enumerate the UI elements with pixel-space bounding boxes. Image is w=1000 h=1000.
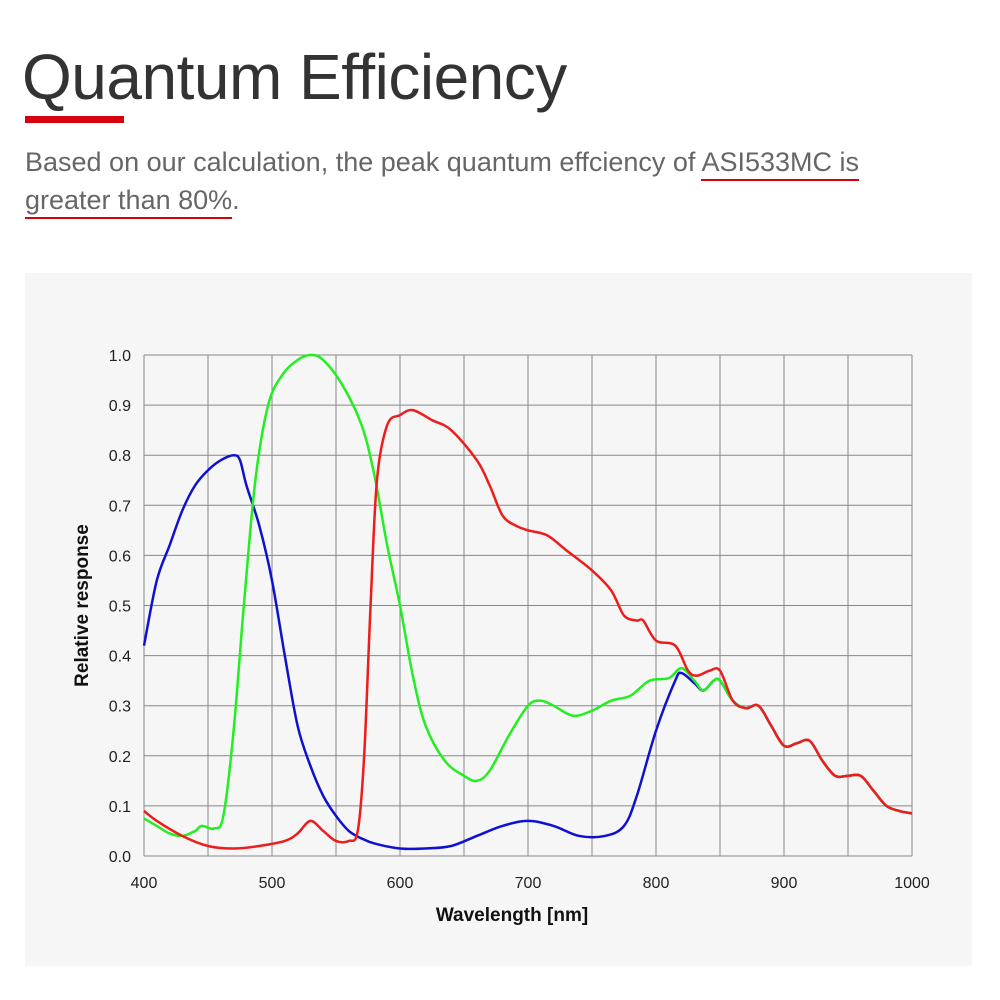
x-tick-label: 400	[131, 875, 158, 892]
desc-highlight-value: greater than 80%	[25, 185, 233, 219]
desc-text: Based on our calculation, the peak quant…	[25, 147, 702, 177]
series-line-red	[143, 408, 913, 850]
y-axis-label: Relative response	[72, 524, 93, 687]
chart-panel	[25, 273, 972, 966]
y-tick-label: 0.0	[109, 849, 131, 866]
y-tick-label: 0.5	[109, 599, 131, 616]
y-tick-label: 0.7	[109, 498, 131, 515]
y-tick-label: 0.4	[109, 649, 131, 666]
y-tick-label: 0.6	[109, 548, 131, 565]
desc-period: .	[232, 185, 240, 215]
x-tick-label: 700	[515, 875, 542, 892]
y-tick-label: 0.1	[109, 799, 131, 816]
page-title: Quantum Efficiency	[22, 41, 567, 113]
x-tick-label: 1000	[894, 875, 930, 892]
y-tick-label: 0.2	[109, 749, 131, 766]
title-underline	[25, 116, 124, 123]
x-tick-label: 600	[387, 875, 414, 892]
x-axis-label: Wavelength [nm]	[436, 905, 588, 926]
x-tick-label: 800	[643, 875, 670, 892]
x-tick-label: 900	[771, 875, 798, 892]
y-tick-label: 0.9	[109, 398, 131, 415]
desc-highlight-model: ASI533MC is	[701, 147, 860, 181]
description: Based on our calculation, the peak quant…	[25, 143, 955, 219]
y-tick-label: 0.8	[109, 448, 131, 465]
y-tick-label: 0.3	[109, 699, 131, 716]
x-tick-label: 500	[259, 875, 286, 892]
y-tick-label: 1.0	[109, 348, 131, 365]
